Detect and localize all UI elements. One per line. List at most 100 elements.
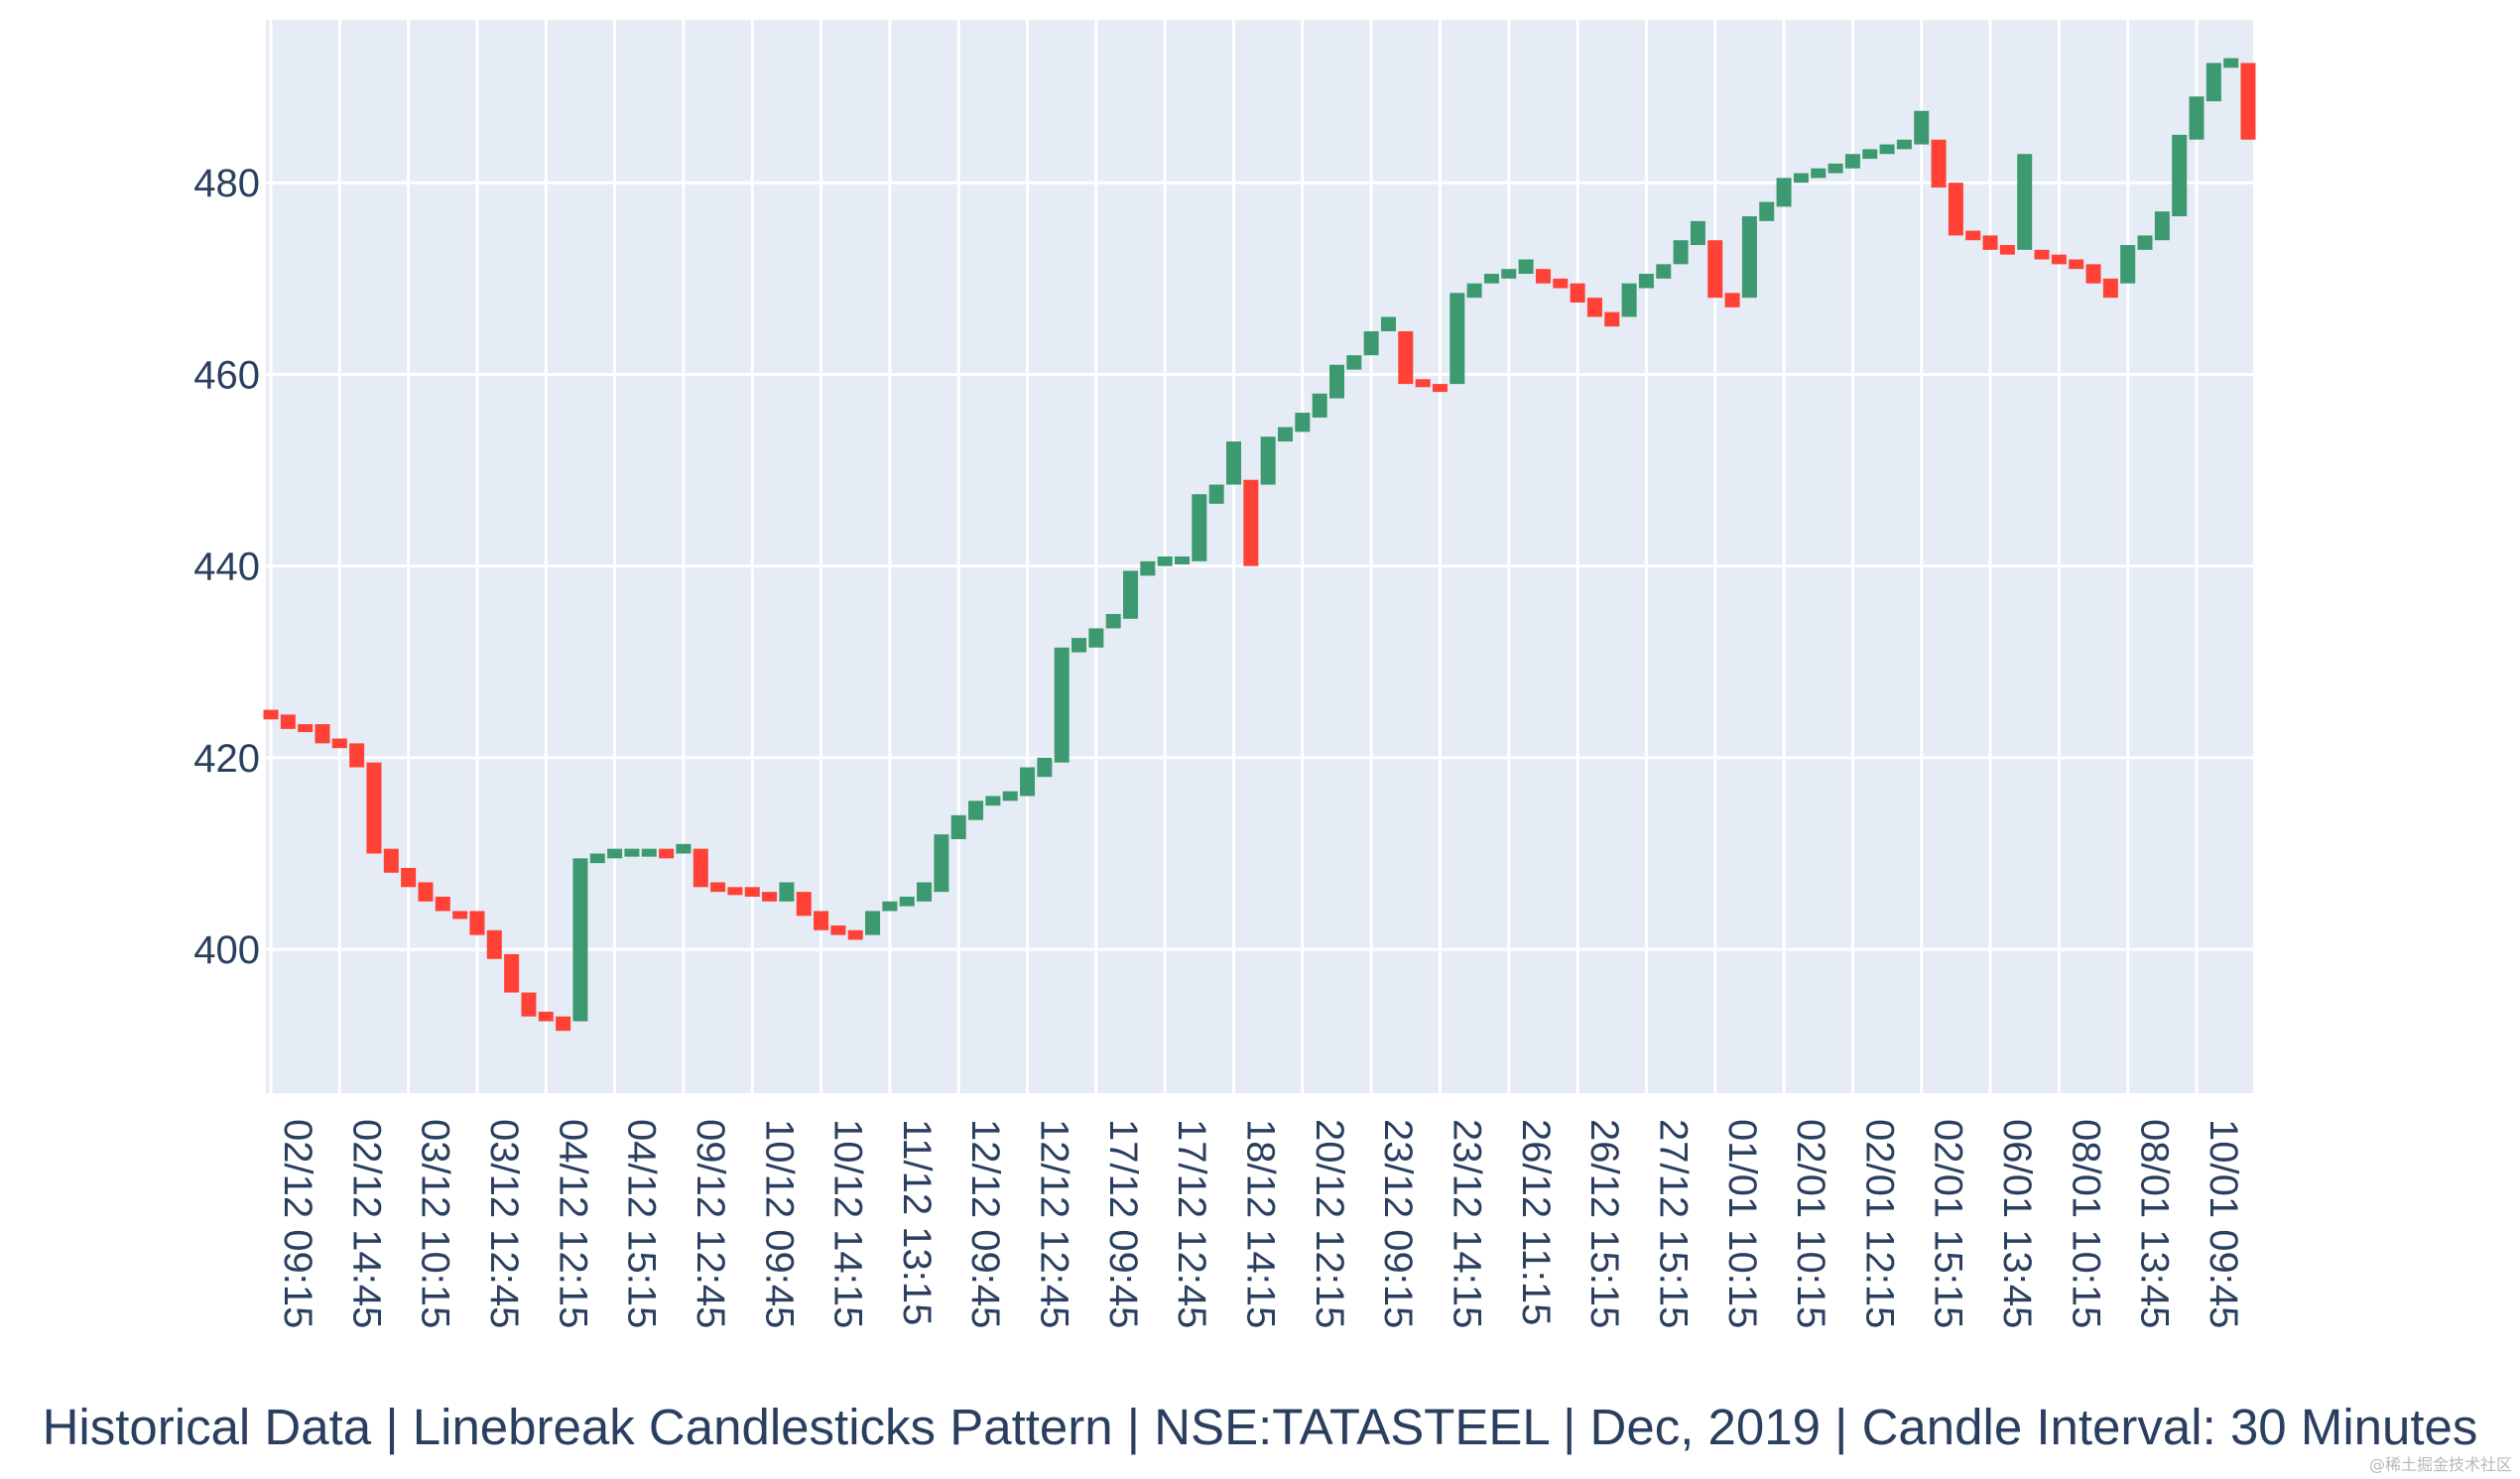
- brick-up: [2205, 62, 2221, 102]
- brick-up: [589, 853, 605, 864]
- brick-up: [1071, 638, 1087, 653]
- brick-down: [401, 867, 417, 888]
- brick-up: [934, 834, 949, 893]
- brick-down: [762, 892, 778, 902]
- x-tick-label: 10/01 09:45: [2202, 1119, 2245, 1328]
- brick-up: [1157, 556, 1173, 566]
- brick-down: [659, 848, 675, 859]
- brick-down: [366, 762, 382, 854]
- brick-up: [1466, 283, 1482, 299]
- brick-down: [315, 724, 330, 744]
- x-tick-label: 02/01 12:15: [1857, 1119, 1901, 1328]
- y-tick-label: 440: [193, 546, 260, 589]
- brick-down: [1604, 311, 1620, 327]
- brick-up: [1363, 330, 1379, 356]
- y-tick-label: 420: [193, 737, 260, 781]
- brick-down: [1586, 298, 1602, 317]
- brick-up: [1483, 274, 1499, 284]
- brick-up: [2172, 134, 2188, 217]
- brick-up: [1140, 560, 1156, 576]
- x-tick-label: 23/12 14:15: [1445, 1119, 1488, 1328]
- brick-up: [985, 796, 1001, 806]
- x-tick-label: 12/12 12:45: [1033, 1119, 1076, 1328]
- brick-down: [1553, 278, 1569, 289]
- x-axis-tick-labels: 02/12 09:15 02/12 14:45 03/12 10:15 03/12 1…: [276, 1119, 2245, 1328]
- brick-down: [556, 1016, 571, 1032]
- x-tick-label: 10/12 09:45: [757, 1119, 801, 1328]
- brick-down: [280, 714, 296, 729]
- x-tick-label: 26/12 11:15: [1514, 1119, 1558, 1325]
- brick-down: [435, 896, 450, 912]
- brick-down: [2051, 254, 2067, 265]
- brick-up: [624, 848, 640, 857]
- brick-up: [2189, 96, 2205, 140]
- x-tick-label: 02/01 10:15: [1789, 1119, 1832, 1328]
- x-tick-label: 17/12 12:45: [1170, 1119, 1213, 1328]
- x-tick-label: 08/01 10:15: [2064, 1119, 2107, 1328]
- brick-up: [676, 843, 692, 854]
- brick-up: [2120, 245, 2136, 284]
- x-tick-label: 20/12 12:15: [1308, 1119, 1351, 1328]
- brick-up: [1656, 264, 1672, 279]
- brick-down: [1570, 283, 1585, 303]
- plot-background: [266, 20, 2253, 1093]
- brick-up: [1827, 163, 1843, 174]
- brick-up: [1226, 441, 1242, 485]
- brick-down: [469, 911, 485, 935]
- brick-down: [521, 992, 537, 1017]
- brick-down: [1931, 139, 1947, 188]
- brick-up: [950, 814, 966, 839]
- brick-up: [1037, 757, 1053, 778]
- brick-down: [693, 848, 708, 888]
- brick-down: [744, 887, 760, 897]
- brick-up: [607, 848, 623, 859]
- brick-up: [917, 882, 933, 902]
- brick-up: [899, 896, 915, 907]
- brick-down: [349, 743, 365, 768]
- brick-down: [1432, 384, 1448, 393]
- brick-up: [1192, 494, 1207, 561]
- y-axis-tick-labels: 400 420 440 460 480: [193, 162, 260, 972]
- x-tick-label: 23/12 09:15: [1376, 1119, 1420, 1328]
- brick-up: [1518, 259, 1534, 275]
- y-tick-label: 460: [193, 353, 260, 397]
- brick-up: [1054, 647, 1070, 763]
- brick-down: [538, 1011, 554, 1022]
- brick-down: [418, 882, 434, 902]
- brick-up: [865, 911, 881, 935]
- brick-down: [2069, 259, 2084, 270]
- brick-down: [2102, 278, 2118, 299]
- x-tick-label: 27/12 15:15: [1651, 1119, 1695, 1328]
- brick-up: [1741, 216, 1757, 299]
- brick-up: [1208, 484, 1224, 504]
- brick-up: [1175, 556, 1191, 564]
- brick-down: [727, 887, 743, 896]
- brick-down: [1982, 235, 1998, 250]
- x-tick-label: 01/01 10:15: [1720, 1119, 1764, 1328]
- brick-up: [1793, 173, 1809, 184]
- brick-down: [1948, 183, 1963, 236]
- brick-up: [1673, 240, 1689, 265]
- x-tick-label: 18/12 14:15: [1239, 1119, 1283, 1328]
- brick-up: [1346, 355, 1362, 370]
- x-tick-label: 03/12 10:15: [414, 1119, 457, 1328]
- brick-down: [1724, 293, 1740, 308]
- brick-up: [1380, 316, 1396, 331]
- brick-up: [1105, 613, 1121, 629]
- brick-up: [1277, 427, 1293, 442]
- brick-down: [298, 724, 314, 733]
- x-tick-label: 11/12 13:15: [895, 1119, 939, 1325]
- brick-up: [1638, 274, 1654, 289]
- x-tick-label: 17/12 09:45: [1101, 1119, 1145, 1328]
- candlestick-bricks: [263, 58, 2256, 1032]
- brick-up: [1088, 628, 1104, 648]
- brick-up: [1879, 144, 1895, 155]
- chart-title: Historical Data | Linebreak Candlesticks…: [43, 1399, 2478, 1455]
- brick-down: [814, 911, 829, 930]
- brick-down: [2034, 249, 2050, 260]
- y-gridlines: [266, 181, 2253, 951]
- x-tick-label: 02/01 15:15: [1927, 1119, 1970, 1328]
- brick-down: [710, 882, 726, 893]
- brick-up: [2137, 235, 2153, 250]
